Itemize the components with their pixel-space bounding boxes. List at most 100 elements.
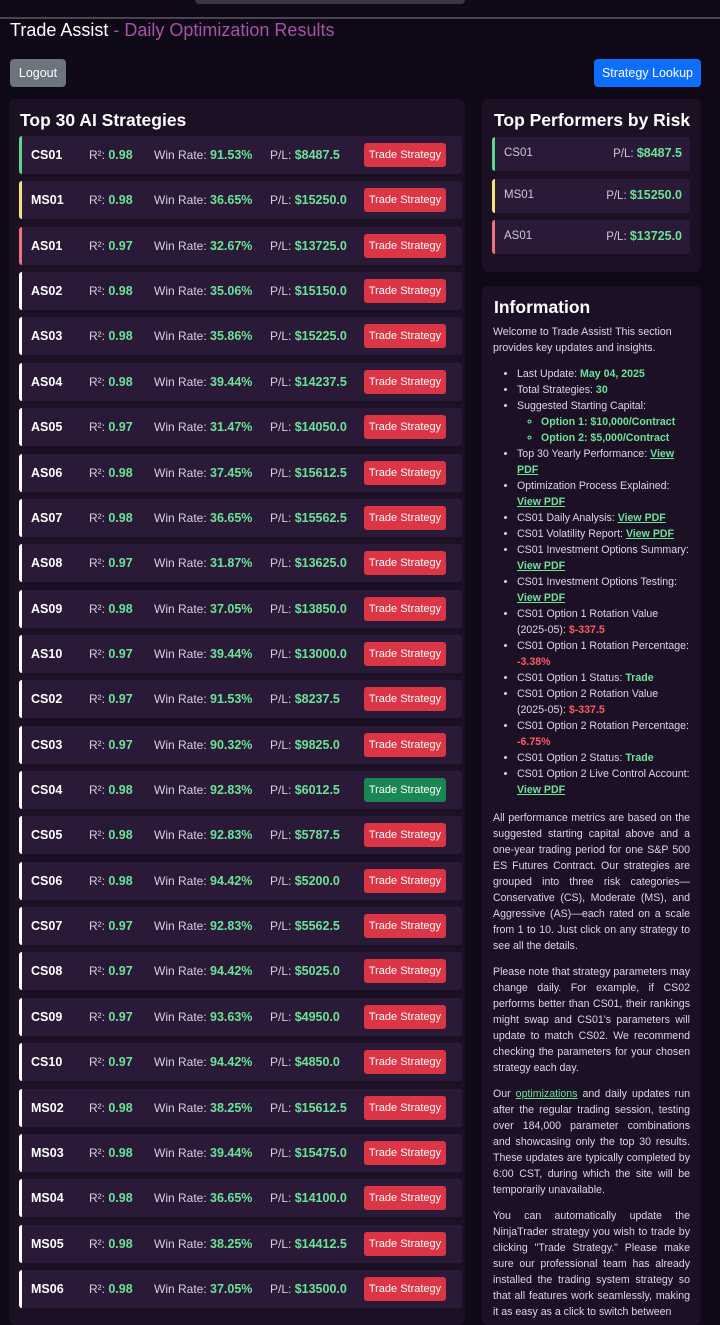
trade-strategy-button[interactable]: Trade Strategy xyxy=(364,415,446,440)
pl-metric: P/L: $15562.5 xyxy=(270,511,347,525)
r2-label: R²: xyxy=(89,601,105,616)
r2-value: 0.98 xyxy=(108,1191,133,1206)
strategy-row-cs10[interactable]: CS10 R²: 0.97 Win Rate: 94.42% P/L: $4850.0… xyxy=(19,1043,462,1082)
optimizations-link[interactable]: optimizations xyxy=(515,1088,578,1100)
strategy-lookup-button[interactable]: Strategy Lookup xyxy=(594,59,701,87)
strategy-row-as10[interactable]: AS10 R²: 0.97 Win Rate: 39.44% P/L: $13000.… xyxy=(19,634,462,673)
strategies-title: Top 30 AI Strategies xyxy=(20,110,187,130)
r2-metric: R²: 0.98 xyxy=(89,1146,133,1160)
live-account-pdf-link[interactable]: View PDF xyxy=(517,784,566,796)
strategy-row-ms01[interactable]: MS01 R²: 0.98 Win Rate: 36.65% P/L: $15250.… xyxy=(19,181,462,220)
trade-strategy-button[interactable]: Trade Strategy xyxy=(364,505,446,530)
trade-strategy-button[interactable]: Trade Strategy xyxy=(364,1276,446,1301)
trade-strategy-button[interactable]: Trade Strategy xyxy=(364,324,446,349)
win-rate-value: 92.83% xyxy=(210,828,253,843)
strategy-row-cs04[interactable]: CS04 R²: 0.98 Win Rate: 92.83% P/L: $6012.5… xyxy=(19,771,462,810)
r2-value: 0.97 xyxy=(108,1055,133,1070)
strategy-row-as07[interactable]: AS07 R²: 0.98 Win Rate: 36.65% P/L: $15562.… xyxy=(19,498,462,537)
pl-value: $5787.5 xyxy=(294,828,340,843)
performer-code: MS01 xyxy=(504,188,535,201)
trade-strategy-button[interactable]: Trade Strategy xyxy=(364,460,446,485)
option1-status-label: CS01 Option 1 Status: xyxy=(517,672,623,684)
r2-metric: R²: 0.98 xyxy=(89,466,133,480)
strategy-row-as02[interactable]: AS02 R²: 0.98 Win Rate: 35.06% P/L: $15150.… xyxy=(19,272,462,311)
pl-value: $13725.0 xyxy=(294,238,347,253)
trade-strategy-button[interactable]: Trade Strategy xyxy=(364,233,446,258)
r2-metric: R²: 0.98 xyxy=(89,1101,133,1115)
trade-strategy-button[interactable]: Trade Strategy xyxy=(364,1231,446,1256)
daily-analysis-label: CS01 Daily Analysis: xyxy=(517,512,615,524)
strategy-row-cs07[interactable]: CS07 R²: 0.97 Win Rate: 92.83% P/L: $5562.5… xyxy=(19,907,462,946)
strategy-row-cs09[interactable]: CS09 R²: 0.97 Win Rate: 93.63% P/L: $4950.0… xyxy=(19,997,462,1036)
investment-summary-pdf-link[interactable]: View PDF xyxy=(517,560,566,572)
trade-strategy-button[interactable]: Trade Strategy xyxy=(364,687,446,712)
strategy-code: CS07 xyxy=(31,919,63,934)
trade-strategy-button[interactable]: Trade Strategy xyxy=(364,823,446,848)
trade-strategy-button[interactable]: Trade Strategy xyxy=(364,1186,446,1211)
trade-strategy-button[interactable]: Trade Strategy xyxy=(364,641,446,666)
strategy-row-as05[interactable]: AS05 R²: 0.97 Win Rate: 31.47% P/L: $14050.… xyxy=(19,408,462,447)
investment-testing-pdf-link[interactable]: View PDF xyxy=(517,592,566,604)
trade-strategy-button[interactable]: Trade Strategy xyxy=(364,188,446,213)
strategy-row-ms04[interactable]: MS04 R²: 0.98 Win Rate: 36.65% P/L: $14100.… xyxy=(19,1179,462,1218)
win-rate-metric: Win Rate: 94.42% xyxy=(154,964,252,978)
process-pdf-link[interactable]: View PDF xyxy=(517,496,566,508)
trade-strategy-button[interactable]: Trade Strategy xyxy=(364,143,446,167)
strategy-row-as06[interactable]: AS06 R²: 0.98 Win Rate: 37.45% P/L: $15612.… xyxy=(19,453,462,492)
r2-label: R²: xyxy=(89,873,105,888)
pl-metric: P/L: $14050.0 xyxy=(270,420,347,434)
strategy-row-ms03[interactable]: MS03 R²: 0.98 Win Rate: 39.44% P/L: $15475.… xyxy=(19,1133,462,1172)
trade-strategy-button[interactable]: Trade Strategy xyxy=(364,1004,446,1029)
trade-strategy-button[interactable]: Trade Strategy xyxy=(364,1050,446,1075)
info-intro: Welcome to Trade Assist! This section pr… xyxy=(493,326,672,354)
daily-analysis-pdf-link[interactable]: View PDF xyxy=(617,512,666,524)
pl-label: P/L: xyxy=(270,238,292,253)
strategy-row-cs03[interactable]: CS03 R²: 0.97 Win Rate: 90.32% P/L: $9825.0… xyxy=(19,725,462,764)
pl-value: $14100.0 xyxy=(294,1191,347,1206)
pl-value: $14412.5 xyxy=(294,1236,347,1251)
trade-strategy-button[interactable]: Trade Strategy xyxy=(364,279,446,304)
trade-strategy-button[interactable]: Trade Strategy xyxy=(364,1095,446,1120)
trade-strategy-button[interactable]: Trade Strategy xyxy=(364,959,446,984)
strategy-code: MS02 xyxy=(31,1100,64,1115)
r2-value: 0.98 xyxy=(108,148,133,162)
r2-label: R²: xyxy=(89,1100,105,1115)
strategy-row-ms06[interactable]: MS06 R²: 0.98 Win Rate: 37.05% P/L: $13500.… xyxy=(19,1269,462,1308)
trade-strategy-button[interactable]: Trade Strategy xyxy=(364,596,446,621)
trade-strategy-button[interactable]: Trade Strategy xyxy=(364,868,446,893)
logout-button[interactable]: Logout xyxy=(10,59,66,87)
strategy-row-as03[interactable]: AS03 R²: 0.98 Win Rate: 35.86% P/L: $15225.… xyxy=(19,317,462,356)
strategy-row-cs01[interactable]: CS01 R²: 0.98 Win Rate: 91.53% P/L: $8487.5… xyxy=(19,136,462,174)
trade-strategy-button[interactable]: Trade Strategy xyxy=(364,369,446,394)
strategy-row-cs08[interactable]: CS08 R²: 0.97 Win Rate: 94.42% P/L: $5025.0… xyxy=(19,952,462,991)
strategy-row-as09[interactable]: AS09 R²: 0.98 Win Rate: 37.05% P/L: $13850.… xyxy=(19,589,462,628)
pl-metric: P/L: $13725.0 xyxy=(270,239,347,253)
pl-label: P/L: xyxy=(270,1009,292,1024)
trade-strategy-button[interactable]: Trade Strategy xyxy=(364,914,446,939)
strategy-row-as01[interactable]: AS01 R²: 0.97 Win Rate: 32.67% P/L: $13725.… xyxy=(19,226,462,265)
strategy-row-cs06[interactable]: CS06 R²: 0.98 Win Rate: 94.42% P/L: $5200.0… xyxy=(19,861,462,900)
trade-strategy-button[interactable]: Trade Strategy xyxy=(364,1140,446,1165)
strategy-row-ms02[interactable]: MS02 R²: 0.98 Win Rate: 38.25% P/L: $15612.… xyxy=(19,1088,462,1127)
r2-label: R²: xyxy=(89,964,105,979)
strategy-row-as08[interactable]: AS08 R²: 0.97 Win Rate: 31.87% P/L: $13625.… xyxy=(19,544,462,583)
list-item: Suggested Starting Capital: Option 1: $1… xyxy=(517,398,690,446)
yearly-performance-pdf-link[interactable]: View PDF xyxy=(517,448,675,476)
win-rate-metric: Win Rate: 32.67% xyxy=(154,239,252,253)
trade-strategy-button[interactable]: Trade Strategy xyxy=(364,551,446,576)
volatility-report-pdf-link[interactable]: View PDF xyxy=(625,528,675,540)
performer-row-as01[interactable]: AS01 P/L: $13725.0 xyxy=(492,220,690,254)
trade-strategy-button[interactable]: Trade Strategy xyxy=(364,778,446,803)
performer-row-cs01[interactable]: CS01 P/L: $8487.5 xyxy=(492,137,690,171)
win-rate-label: Win Rate: xyxy=(154,1191,207,1206)
info-paragraph-ninjatrader: You can automatically update the NinjaTr… xyxy=(493,1210,690,1318)
list-item: CS01 Option 1 Rotation Value (2025-05): … xyxy=(517,606,690,638)
strategy-row-as04[interactable]: AS04 R²: 0.98 Win Rate: 39.44% P/L: $14237.… xyxy=(19,362,462,401)
strategy-row-ms05[interactable]: MS05 R²: 0.98 Win Rate: 38.25% P/L: $14412.… xyxy=(19,1224,462,1263)
pl-metric: P/L: $13500.0 xyxy=(270,1282,347,1296)
performer-row-ms01[interactable]: MS01 P/L: $15250.0 xyxy=(492,178,690,213)
win-rate-metric: Win Rate: 35.86% xyxy=(154,329,252,343)
strategy-row-cs02[interactable]: CS02 R²: 0.97 Win Rate: 91.53% P/L: $8237.5… xyxy=(19,680,462,719)
strategy-row-cs05[interactable]: CS05 R²: 0.98 Win Rate: 92.83% P/L: $5787.5… xyxy=(19,816,462,855)
trade-strategy-button[interactable]: Trade Strategy xyxy=(364,732,446,757)
